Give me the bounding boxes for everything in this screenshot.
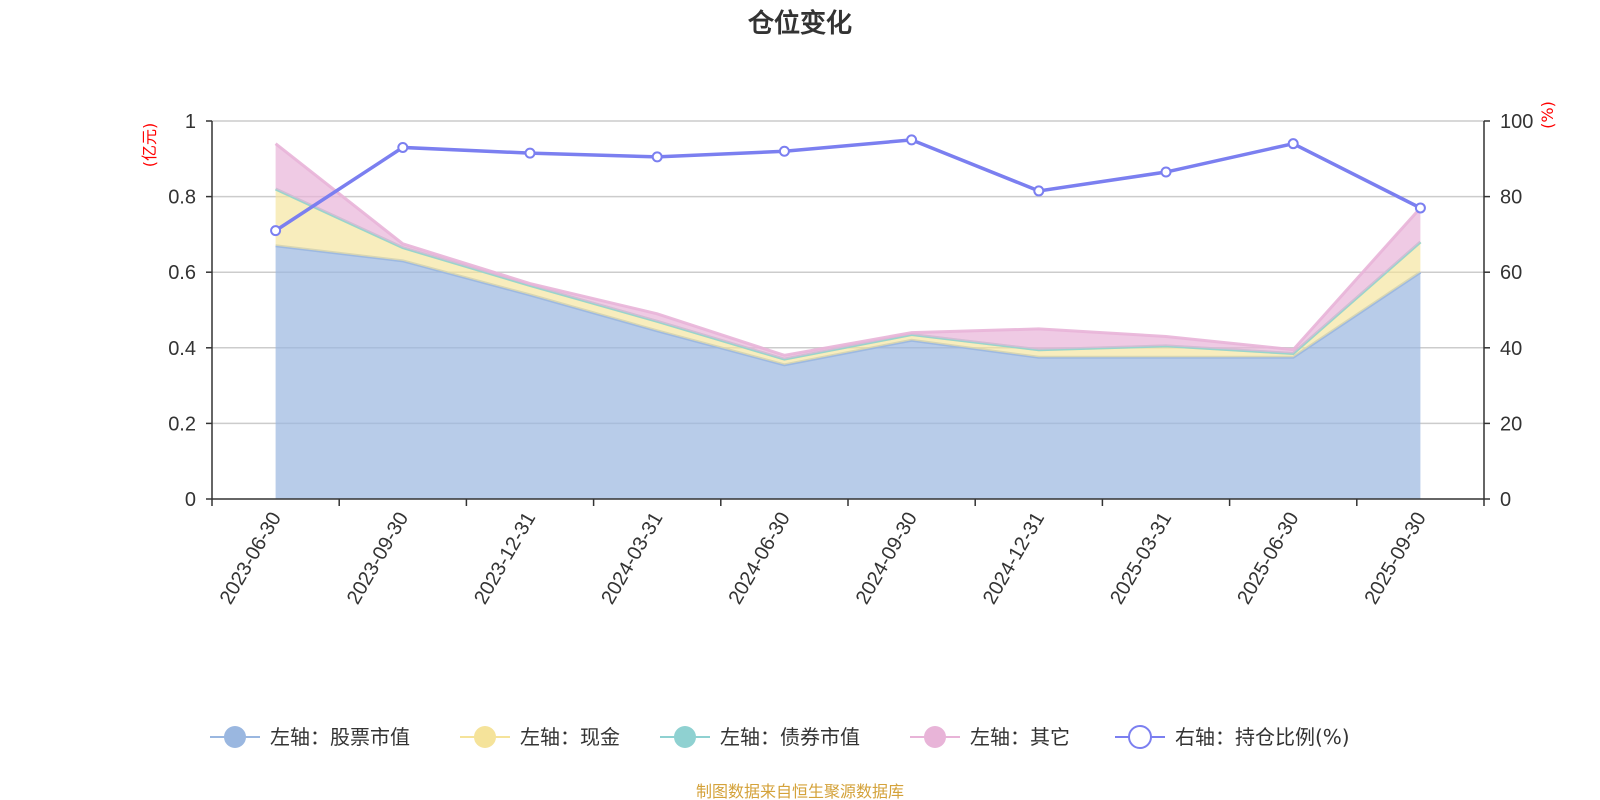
- legend-label: 右轴：持仓比例(%): [1175, 725, 1350, 749]
- left-tick-label: 1: [185, 111, 196, 133]
- ratio-point: [906, 134, 918, 146]
- legend-marker-icon: [924, 726, 946, 748]
- legend-marker-icon: [474, 726, 496, 748]
- area-1: [275, 189, 1421, 365]
- x-tick-label: 2023-12-31: [470, 509, 540, 609]
- ratio-point: [524, 147, 536, 159]
- right-tick-label: 20: [1500, 413, 1522, 435]
- ratio-point: [1033, 185, 1045, 197]
- legend[interactable]: 左轴：股票市值 左轴：现金 左轴：债券市值 左轴：其它 右轴：持仓比例(%): [210, 725, 1350, 749]
- ratio-point: [1160, 166, 1172, 178]
- left-tick-label: 0.6: [168, 262, 196, 284]
- legend-label: 左轴：现金: [520, 725, 620, 749]
- right-tick-label: 60: [1500, 262, 1522, 284]
- x-tick-label: 2023-06-30: [216, 509, 286, 609]
- left-axis-unit-label: (亿元): [140, 123, 159, 168]
- area-edge-3: [274, 142, 1422, 357]
- legend-label: 左轴：股票市值: [270, 725, 410, 749]
- area-series: [274, 142, 1422, 499]
- legend-item[interactable]: 左轴：股票市值: [210, 725, 410, 749]
- chart-title: 仓位变化: [747, 8, 852, 39]
- ratio-point: [1414, 202, 1426, 214]
- x-tick-label: 2024-03-31: [597, 509, 667, 609]
- x-tick-label: 2025-06-30: [1233, 509, 1303, 609]
- area-0: [275, 245, 1421, 499]
- right-tick-label: 40: [1500, 338, 1522, 360]
- left-tick-label: 0.8: [168, 187, 196, 209]
- line-series: [270, 134, 1426, 237]
- right-tick-label: 0: [1500, 489, 1511, 511]
- ratio-line: [274, 138, 1422, 233]
- ratio-point: [778, 145, 790, 157]
- ratio-point: [397, 141, 409, 153]
- legend-marker-icon: [1128, 725, 1152, 749]
- ratio-point: [1287, 138, 1299, 150]
- legend-label: 左轴：其它: [970, 725, 1070, 749]
- x-tick-label: 2024-12-31: [979, 509, 1049, 609]
- legend-item[interactable]: 左轴：其它: [910, 725, 1070, 749]
- legend-item[interactable]: 左轴：现金: [460, 725, 620, 749]
- x-tick-label: 2024-06-30: [725, 509, 795, 609]
- right-axis-unit-label: (%): [1538, 101, 1557, 129]
- x-tick-label: 2025-09-30: [1361, 509, 1431, 609]
- right-tick-label: 100: [1500, 111, 1533, 133]
- legend-label: 左轴：债券市值: [720, 725, 860, 749]
- left-tick-label: 0.2: [168, 413, 196, 435]
- legend-item[interactable]: 左轴：债券市值: [660, 725, 860, 749]
- legend-marker-icon: [224, 726, 246, 748]
- x-tick-label: 2025-03-31: [1106, 509, 1176, 609]
- left-tick-label: 0: [185, 489, 196, 511]
- left-tick-label: 0.4: [168, 338, 196, 360]
- ratio-point: [270, 225, 282, 237]
- data-source-note: 制图数据来自恒生聚源数据库: [696, 782, 904, 800]
- x-tick-label: 2023-09-30: [343, 509, 413, 609]
- legend-item[interactable]: 右轴：持仓比例(%): [1115, 725, 1350, 749]
- right-tick-label: 80: [1500, 187, 1522, 209]
- ratio-point: [651, 151, 663, 163]
- legend-marker-icon: [674, 726, 696, 748]
- x-tick-label: 2024-09-30: [852, 509, 922, 609]
